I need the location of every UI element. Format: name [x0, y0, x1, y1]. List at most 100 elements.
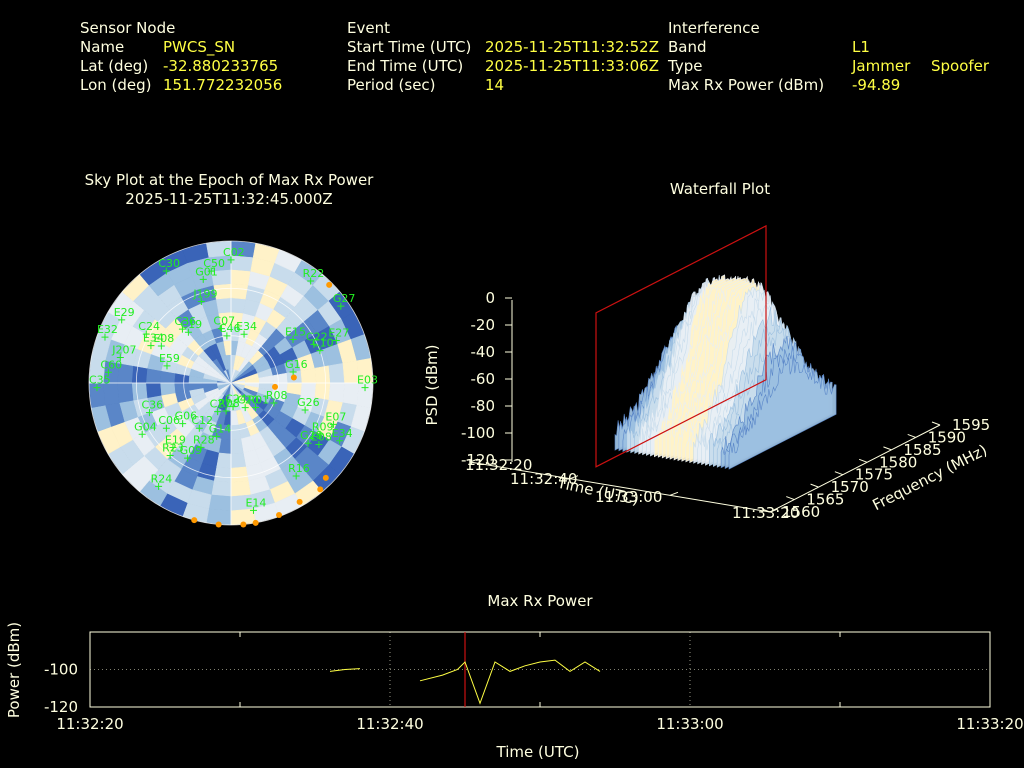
frequency-tick-label: 1580	[879, 453, 917, 471]
psd-tick-label: -80	[471, 397, 496, 415]
interference-point	[191, 517, 198, 524]
satellite-label: R01	[248, 394, 270, 407]
satellite-label: C36	[141, 399, 163, 412]
y-tick-label: -120	[44, 698, 78, 716]
psd-tick-label: -20	[471, 316, 496, 334]
satellite-label: C27	[210, 398, 232, 411]
satellite-marker	[240, 330, 248, 338]
satellite-marker	[227, 256, 235, 264]
frequency-tick	[834, 471, 844, 476]
satellite-marker	[162, 424, 170, 432]
satellite-label: R24	[151, 472, 173, 485]
frequency-tick	[810, 483, 819, 488]
time-tick	[769, 508, 779, 513]
satellite-label: C12	[191, 414, 213, 427]
interference-point	[276, 511, 283, 518]
satellite-marker	[301, 406, 309, 414]
satellite-label: E27	[328, 326, 349, 339]
psd-tick-label: 0	[485, 289, 495, 307]
frequency-tick	[883, 446, 892, 451]
max-rx-labels: 11:32:20 11:32:40 11:33:00 11:33:20 -100 -120…	[5, 622, 1024, 761]
interference-point	[322, 474, 329, 481]
sky-cell	[89, 382, 106, 408]
sensor-node-title: Sensor Node	[80, 19, 176, 37]
satellite-label: C60	[100, 358, 122, 371]
x-tick-label: 11:33:00	[656, 715, 723, 733]
interference-title: Interference	[668, 19, 760, 37]
satellite-marker	[214, 408, 222, 416]
satellite-marker	[157, 342, 165, 350]
band-value: L1	[852, 38, 870, 56]
satellite-marker	[169, 443, 177, 451]
time-marker-plane	[595, 224, 767, 468]
satellite-label: C07	[213, 315, 235, 328]
lat-label: Lat (deg)	[80, 57, 149, 75]
satellite-label: C35	[89, 374, 111, 387]
satellite-label: R23	[162, 442, 184, 455]
satellite-label: R08	[266, 389, 288, 402]
satellite-marker	[337, 302, 345, 310]
satellite-label: C22	[306, 330, 328, 343]
sky-cell	[230, 508, 256, 525]
satellite-label: G06	[175, 410, 198, 423]
satellite-label: E32	[97, 323, 118, 336]
frequency-tick	[761, 508, 771, 513]
event-title: Event	[347, 19, 390, 37]
satellite-label: E29	[114, 306, 135, 319]
x-tick-label: 11:32:20	[56, 715, 123, 733]
satellite-label: J207	[111, 343, 136, 356]
satellite-label: C19	[180, 318, 202, 331]
lon-label: Lon (deg)	[80, 76, 152, 94]
satellite-label: J199	[192, 287, 217, 300]
start-time-value: 2025-11-25T11:32:52Z	[485, 38, 659, 56]
frequency-tick	[786, 496, 795, 501]
satellite-label: G16	[285, 358, 308, 371]
satellite-label: E15	[285, 326, 306, 339]
satellite-label: G28	[300, 429, 323, 442]
satellite-marker	[199, 275, 207, 283]
satellite-marker	[249, 506, 257, 514]
interference-point	[240, 521, 247, 528]
sky-interference-points	[191, 281, 333, 528]
skyplot-title: Sky Plot at the Epoch of Max Rx Power	[84, 171, 374, 189]
satellite-label: C24	[225, 393, 247, 406]
satellite-label: E59	[159, 352, 180, 365]
name-label: Name	[80, 38, 125, 56]
psd-tick-label: -60	[471, 370, 496, 388]
type-spoofer: Spoofer	[931, 57, 990, 75]
satellite-marker	[217, 325, 225, 333]
waterfall-title: Waterfall Plot	[669, 180, 771, 198]
satellite-marker	[270, 399, 278, 407]
satellite-marker	[222, 407, 230, 415]
satellite-marker	[197, 297, 205, 305]
x-axis-label: Time (UTC)	[496, 743, 580, 761]
sky-grid	[88, 240, 374, 526]
satellite-marker	[184, 454, 192, 462]
maxrx-title: Max Rx Power	[487, 592, 593, 610]
psd-tick-label: -120	[461, 451, 495, 469]
satellite-marker	[332, 336, 340, 344]
frequency-tick-label: 1590	[928, 428, 966, 446]
frequency-tick-label: 1570	[831, 478, 869, 496]
satellite-label: G04	[134, 420, 157, 433]
x-tick-label: 11:32:40	[356, 715, 423, 733]
satellite-marker	[315, 441, 323, 449]
satellite-label: E08	[153, 332, 174, 345]
frequency-tick	[907, 433, 916, 438]
satellite-marker	[116, 353, 124, 361]
end-time-value: 2025-11-25T11:33:06Z	[485, 57, 659, 75]
satellite-marker	[101, 333, 109, 341]
frequency-axis	[769, 424, 941, 513]
satellite-label: C46	[219, 322, 241, 335]
power-trace	[329, 668, 361, 672]
satellite-marker	[145, 409, 153, 417]
type-label: Type	[668, 57, 703, 75]
satellite-marker	[252, 404, 260, 412]
y-tick-label: -100	[44, 661, 78, 679]
satellite-label: C20	[237, 394, 259, 407]
interference-point	[215, 521, 222, 528]
